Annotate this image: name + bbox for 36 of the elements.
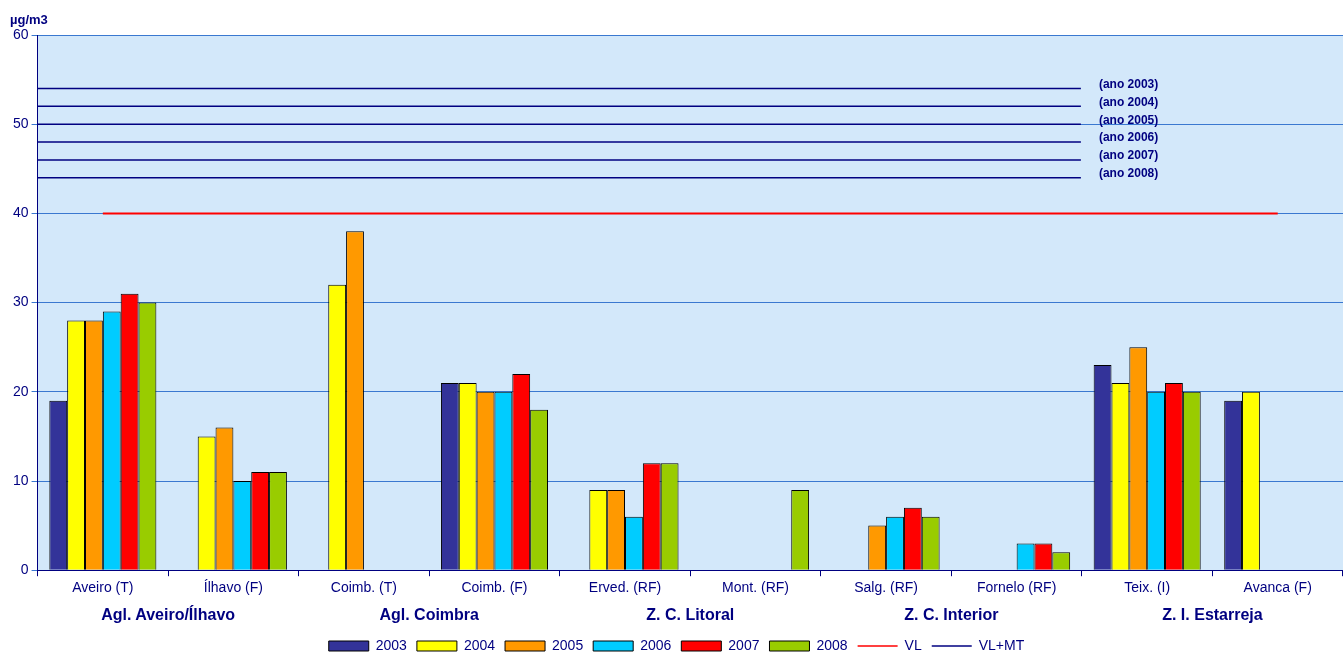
x-tick-label: Fornelo (RF) <box>976 579 1057 596</box>
text: Z. I. Estarreja <box>1162 605 1263 623</box>
y-tick-label: 10 <box>12 471 29 488</box>
text: VL+MT <box>978 636 1025 653</box>
y-axis-title: µg/m3 <box>10 11 48 27</box>
y-tick-label: 40 <box>12 204 29 221</box>
x-tick-label: Erved. (RF) <box>588 579 662 596</box>
x-tick-label: Aveiro (T) <box>72 579 134 596</box>
legend-label: 2005 <box>552 636 584 653</box>
y-tick-label: 20 <box>12 382 29 399</box>
text: Z. C. Interior <box>904 605 999 623</box>
legend-label: VL <box>904 636 922 653</box>
x-tick-label: Teix. (I) <box>1124 579 1171 596</box>
x-tick-label: Salg. (RF) <box>854 579 918 596</box>
x-tick-label: Coimb. (T) <box>330 579 397 596</box>
legend-label: 2007 <box>728 636 760 653</box>
ref-line-label: (ano 2004) <box>1098 94 1159 109</box>
x-tick-label: Ílhavo (F) <box>203 579 263 596</box>
x-tick-label: Coimb. (F) <box>461 579 528 596</box>
text: Agl. Coimbra <box>379 605 480 623</box>
y-tick-label: 30 <box>12 293 29 310</box>
legend-label: 2003 <box>375 636 408 653</box>
x-tick-label: Avanca (F) <box>1243 579 1312 596</box>
text: Z. C. Litoral <box>646 605 735 623</box>
legend-label: 2004 <box>463 636 496 653</box>
text: Agl. Aveiro/Ílhavo <box>101 604 236 623</box>
legend-label: 2006 <box>640 636 672 653</box>
x-tick-label: Mont. (RF) <box>722 579 789 596</box>
ref-line-label: (ano 2008) <box>1098 166 1159 181</box>
ref-line-label: (ano 2003) <box>1098 76 1159 91</box>
ref-line-label: (ano 2006) <box>1098 130 1159 145</box>
y-tick-label: 0 <box>20 561 29 578</box>
y-tick-label: 50 <box>12 115 29 132</box>
legend-label: 2008 <box>816 636 848 653</box>
ref-line-label: (ano 2007) <box>1098 148 1159 163</box>
ref-line-label: (ano 2005) <box>1098 112 1159 127</box>
